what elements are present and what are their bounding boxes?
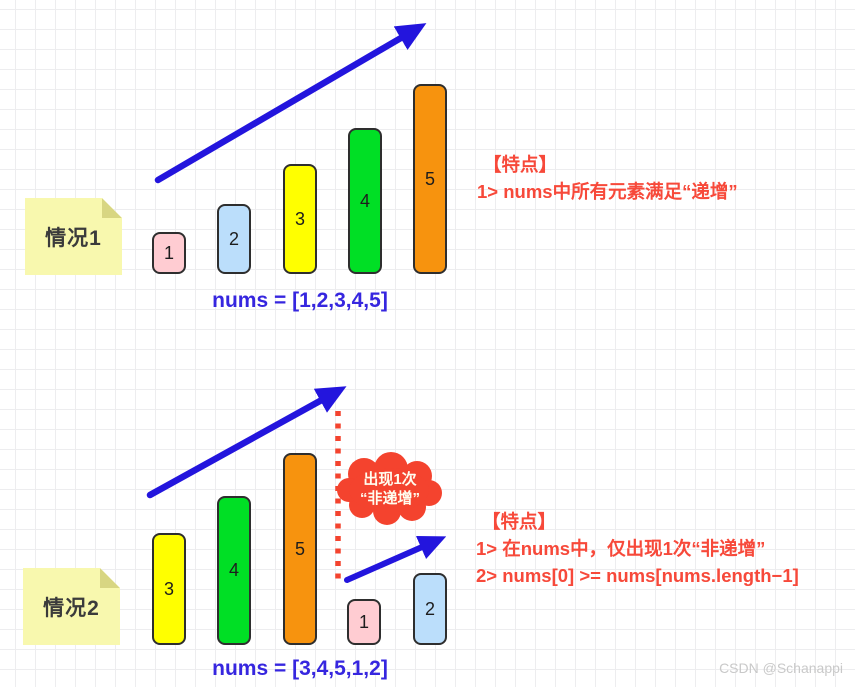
bar-value: 3 <box>163 578 174 599</box>
case2-feature-title: 【特点】 <box>482 511 557 532</box>
bar-1: 1 <box>152 232 186 274</box>
watermark: CSDN @Schanappi <box>719 660 843 676</box>
bar-value: 3 <box>294 208 305 229</box>
non-increase-callout: 出现1次 “非递增” <box>338 456 442 522</box>
case1-feature-line1: 1> nums中所有元素满足“递增” <box>477 181 738 202</box>
case2-nums-label: nums = [3,4,5,1,2] <box>212 657 388 680</box>
bar-value: 1 <box>163 242 174 263</box>
callout-line2: “非递增” <box>359 490 420 507</box>
callout-line1: 出现1次 <box>363 471 417 488</box>
bar-value: 5 <box>294 538 305 559</box>
case1-label: 情况1 <box>45 226 102 250</box>
sticky-note-case1: 情况1 <box>25 198 122 275</box>
bar-value: 4 <box>228 560 239 580</box>
bar-value: 4 <box>359 190 370 211</box>
case2-feature-line2: 2> nums[0] >= nums[nums.length−1] <box>476 565 799 586</box>
bar-value: 5 <box>424 168 435 189</box>
sticky-fold-corner <box>100 568 120 588</box>
sticky-note-case2: 情况2 <box>23 568 120 645</box>
bar-value: 1 <box>358 611 369 632</box>
bar-4: 4 <box>217 496 251 645</box>
case2-feature-line1: 1> 在nums中，仅出现1次“非递增” <box>476 538 766 559</box>
bar-5: 5 <box>283 453 317 645</box>
case2-feature-block: 【特点】 1> 在nums中，仅出现1次“非递增” 2> nums[0] >= … <box>476 508 799 589</box>
sticky-fold-corner <box>102 198 122 218</box>
bar-3: 3 <box>283 164 317 274</box>
bar-2: 2 <box>413 573 447 645</box>
case1-nums-label: nums = [1,2,3,4,5] <box>212 289 388 312</box>
bar-5: 5 <box>413 84 447 274</box>
bar-1: 1 <box>347 599 381 645</box>
case1-feature-block: 【特点】 1> nums中所有元素满足“递增” <box>477 151 738 205</box>
bar-value: 2 <box>228 228 239 249</box>
bar-4: 4 <box>348 128 382 274</box>
bar-value: 2 <box>424 598 435 619</box>
bar-3: 3 <box>152 533 186 645</box>
case2-label: 情况2 <box>43 596 100 620</box>
case1-feature-title: 【特点】 <box>483 154 558 175</box>
bar-2: 2 <box>217 204 251 274</box>
